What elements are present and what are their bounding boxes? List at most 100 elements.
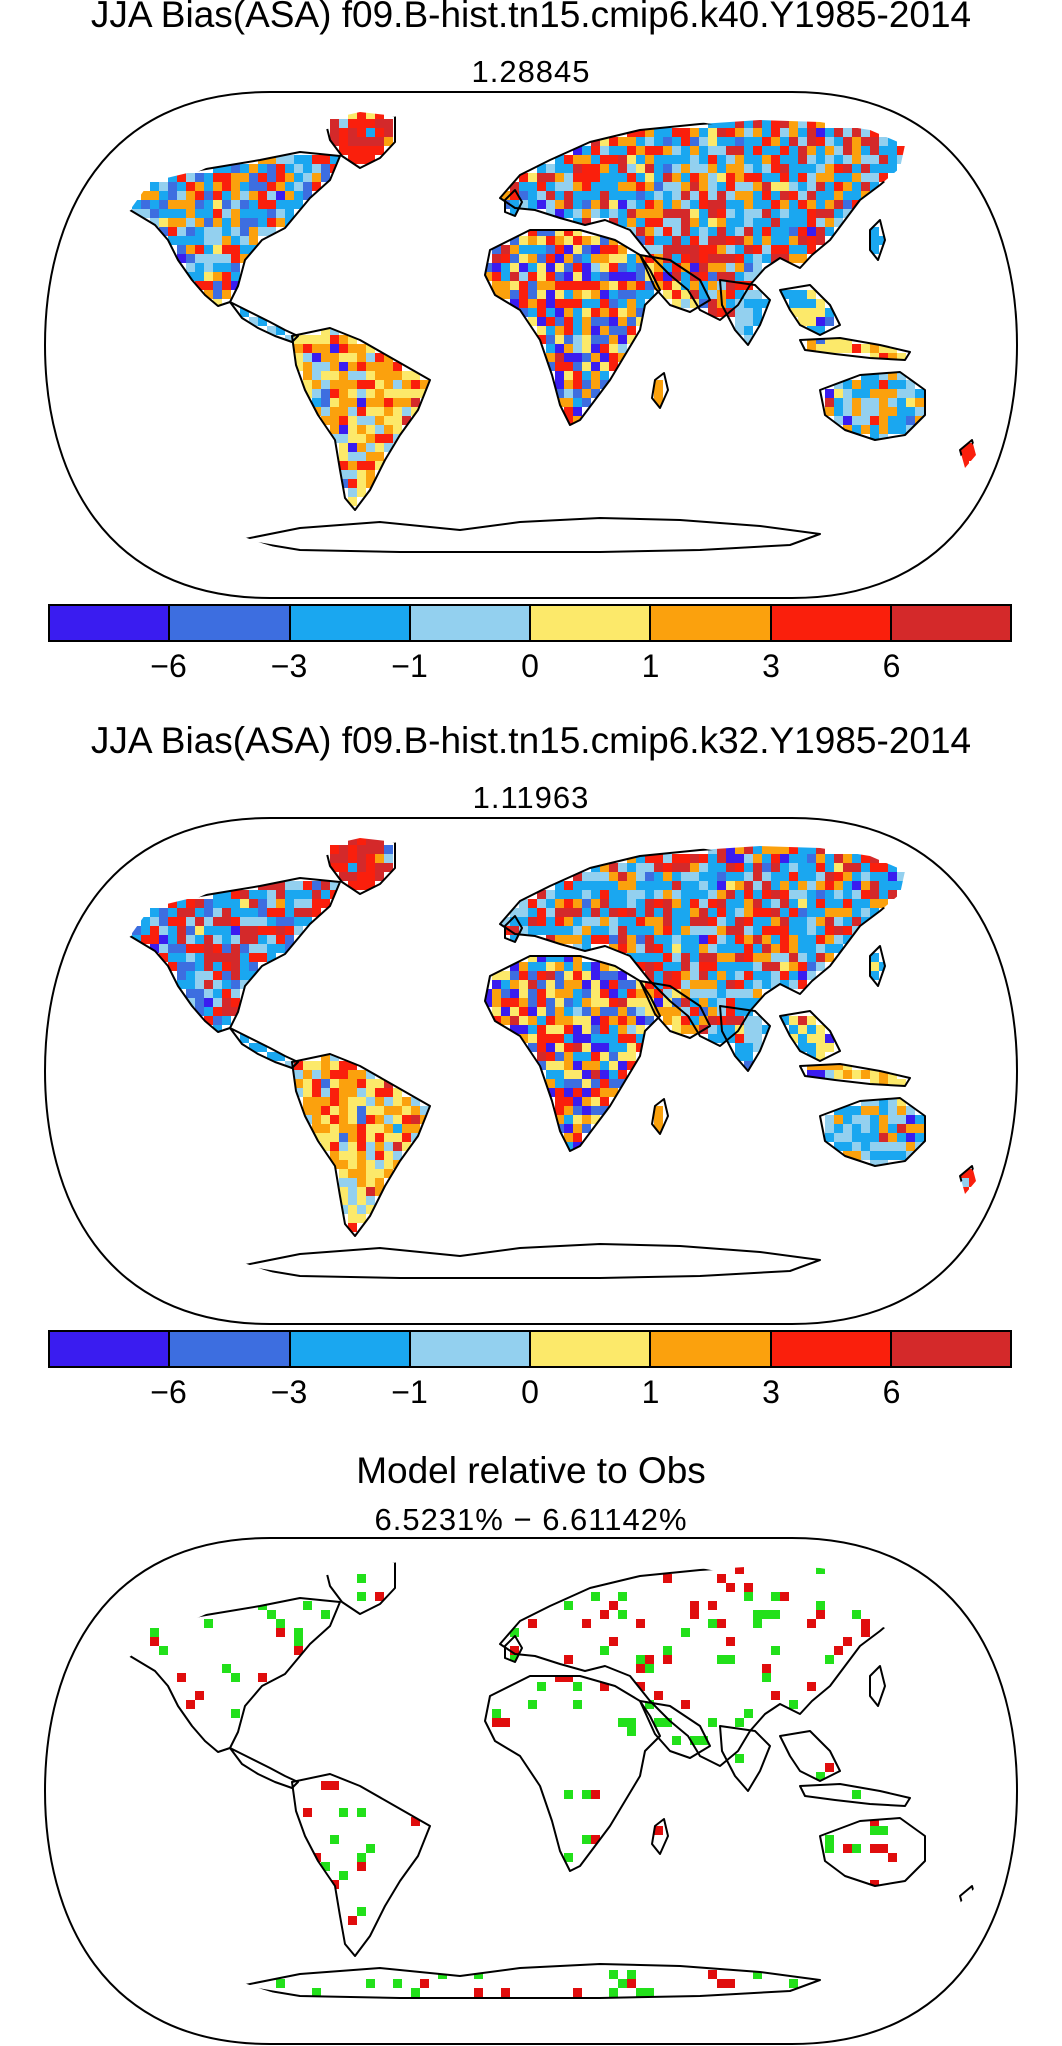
grid-cell xyxy=(726,209,735,218)
grid-cell xyxy=(564,1853,573,1862)
grid-cell xyxy=(564,353,573,362)
grid-cell xyxy=(555,1070,564,1079)
grid-cell xyxy=(807,863,816,872)
grid-cell xyxy=(816,1043,825,1052)
grid-cell xyxy=(870,1133,879,1142)
grid-cell xyxy=(744,254,753,263)
grid-cell xyxy=(816,872,825,881)
grid-cell xyxy=(744,890,753,899)
grid-cell xyxy=(546,1061,555,1070)
grid-cell xyxy=(600,989,609,998)
grid-cell xyxy=(780,254,789,263)
grid-cell xyxy=(672,227,681,236)
grid-cell xyxy=(609,155,618,164)
grid-cell xyxy=(672,281,681,290)
grid-cell xyxy=(735,944,744,953)
grid-cell xyxy=(753,1619,762,1628)
grid-cell xyxy=(240,962,249,971)
grid-cell xyxy=(708,146,717,155)
grid-cell xyxy=(627,290,636,299)
grid-cell xyxy=(267,1610,276,1619)
grid-cell xyxy=(798,1043,807,1052)
grid-cell xyxy=(663,245,672,254)
grid-cell xyxy=(483,272,492,281)
grid-cell xyxy=(537,236,546,245)
grid-cell xyxy=(330,389,339,398)
grid-cell xyxy=(969,1169,976,1178)
grid-cell xyxy=(609,272,618,281)
grid-cell xyxy=(618,308,627,317)
grid-cell xyxy=(609,989,618,998)
grid-cell xyxy=(195,254,204,263)
grid-cell xyxy=(834,200,843,209)
grid-cell xyxy=(546,917,555,926)
grid-cell xyxy=(861,1124,870,1133)
grid-cell xyxy=(825,200,834,209)
grid-cell xyxy=(537,290,546,299)
grid-cell xyxy=(879,353,888,362)
grid-cell xyxy=(213,971,222,980)
grid-cell xyxy=(519,182,528,191)
grid-cell xyxy=(663,1007,672,1016)
grid-cell xyxy=(519,980,528,989)
grid-cell xyxy=(735,1016,744,1025)
grid-cell xyxy=(537,980,546,989)
grid-cell xyxy=(735,119,744,128)
grid-cell xyxy=(348,1097,357,1106)
grid-cell xyxy=(789,1016,798,1025)
grid-cell xyxy=(555,353,564,362)
grid-cell xyxy=(582,245,591,254)
grid-cell xyxy=(492,1709,501,1718)
grid-cell xyxy=(663,926,672,935)
grid-cell xyxy=(726,1016,735,1025)
grid-cell xyxy=(834,890,843,899)
grid-cell xyxy=(735,245,744,254)
grid-cell xyxy=(627,173,636,182)
grid-cell xyxy=(753,944,762,953)
grid-cell xyxy=(321,371,330,380)
grid-cell xyxy=(357,146,366,155)
grid-cell xyxy=(168,191,177,200)
coastline-southAmerica xyxy=(291,327,431,511)
grid-cell xyxy=(222,962,231,971)
grid-cell xyxy=(681,1016,690,1025)
grid-cell xyxy=(249,164,258,173)
grid-cell xyxy=(789,1025,798,1034)
grid-cell xyxy=(627,935,636,944)
grid-cell xyxy=(555,155,564,164)
grid-cell xyxy=(816,164,825,173)
grid-cell xyxy=(699,890,708,899)
grid-cell xyxy=(204,1619,213,1628)
grid-cell xyxy=(195,1691,204,1700)
grid-cell xyxy=(798,317,807,326)
grid-cell xyxy=(636,917,645,926)
grid-cell xyxy=(627,155,636,164)
grid-cell xyxy=(672,1736,681,1745)
grid-cell xyxy=(609,1601,618,1610)
grid-cell xyxy=(600,1061,609,1070)
grid-cell xyxy=(537,200,546,209)
grid-cell xyxy=(843,137,852,146)
grid-cell xyxy=(843,191,852,200)
grid-cell xyxy=(654,389,663,398)
grid-cell xyxy=(609,863,618,872)
grid-cell xyxy=(708,209,717,218)
grid-cell xyxy=(663,1574,672,1583)
grid-cell xyxy=(357,119,366,128)
grid-cell xyxy=(555,1016,564,1025)
grid-cell xyxy=(285,182,294,191)
grid-cell xyxy=(753,200,762,209)
grid-cell xyxy=(573,971,582,980)
grid-cell xyxy=(546,1052,555,1061)
grid-cell xyxy=(807,944,816,953)
grid-cell xyxy=(555,1079,564,1088)
grid-cell xyxy=(726,254,735,263)
grid-cell xyxy=(807,119,816,128)
grid-cell xyxy=(618,881,627,890)
grid-cell xyxy=(789,908,798,917)
grid-cell xyxy=(231,164,240,173)
grid-cell xyxy=(321,398,330,407)
grid-cell xyxy=(672,881,681,890)
grid-cell xyxy=(348,362,357,371)
colorbar-tick-label: 1 xyxy=(641,1374,660,1410)
